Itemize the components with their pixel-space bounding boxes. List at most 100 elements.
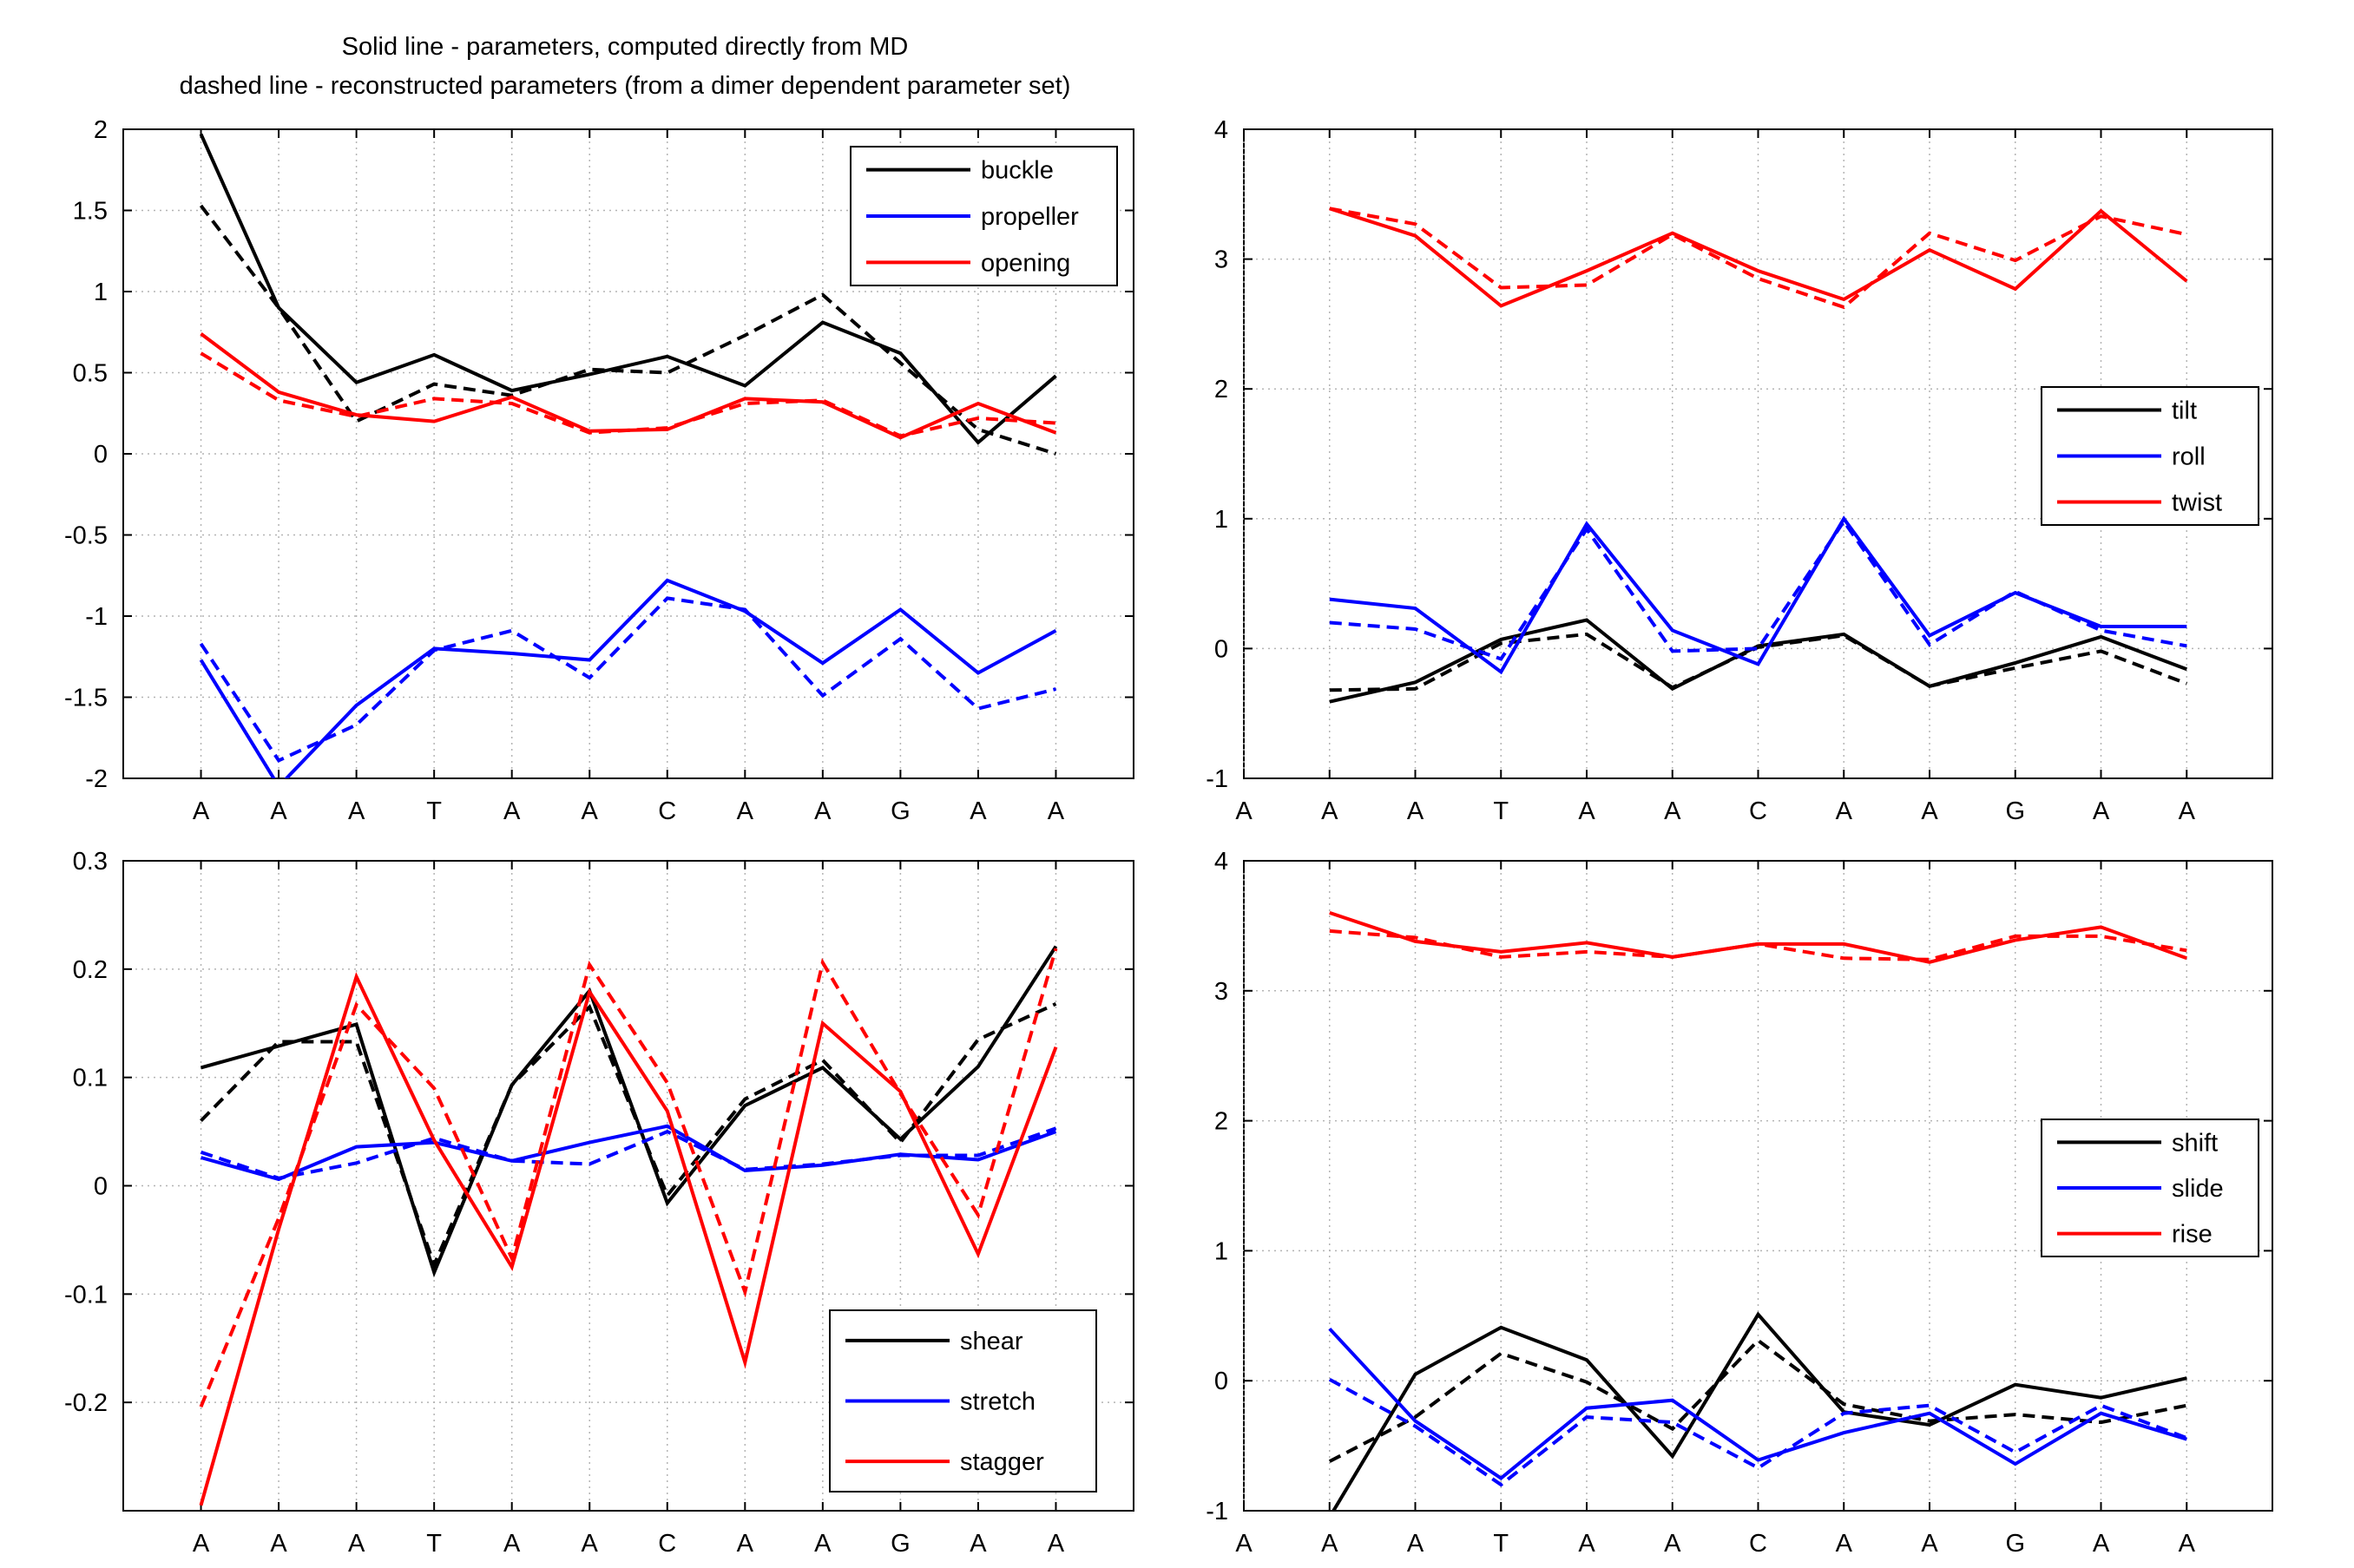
x-tick-label: A xyxy=(1578,1530,1595,1558)
y-tick-label: -1 xyxy=(1206,765,1228,793)
series-slide-dashed xyxy=(1328,1377,2188,1487)
series-rise-dashed xyxy=(1329,928,2187,961)
x-tick-label: G xyxy=(2005,797,2025,825)
y-tick-label: 1 xyxy=(1214,1237,1228,1265)
legend: shear stretch stagger xyxy=(829,1309,1097,1493)
x-tick-label: T xyxy=(426,1530,442,1558)
x-tick-label: A xyxy=(1321,1530,1338,1558)
legend-label-twist: twist xyxy=(2172,489,2222,517)
x-tick-label: A xyxy=(193,1530,210,1558)
x-tick-label: A xyxy=(348,797,365,825)
y-tick-label: -1.5 xyxy=(64,685,108,712)
y-tick-label: 0.2 xyxy=(73,956,108,984)
caption-line-2: dashed line - reconstructed parameters (… xyxy=(179,72,1071,100)
legend-label-stagger: stagger xyxy=(960,1448,1044,1476)
y-tick-label: 0.5 xyxy=(73,360,108,388)
x-tick-label: A xyxy=(2093,797,2110,825)
legend: tilt roll twist xyxy=(2041,386,2259,526)
series-stretch-dashed xyxy=(200,1126,1057,1180)
series-stagger-solid xyxy=(199,972,1058,1506)
chart-panel-bottom-right: A A A T A A C A A G A A -1 0 1 2 3 4 shift slide rise xyxy=(1206,848,2273,1558)
legend-label-roll: roll xyxy=(2172,443,2206,471)
y-tick-label: -0.5 xyxy=(64,522,108,550)
series-tilt-solid xyxy=(1329,618,2188,704)
x-tick-label: A xyxy=(1836,797,1853,825)
legend-label-stretch: stretch xyxy=(960,1388,1036,1416)
y-tick-label: -2 xyxy=(85,765,108,793)
x-tick-label: A xyxy=(1664,797,1681,825)
legend: shift slide rise xyxy=(2041,1119,2259,1257)
x-tick-label: A xyxy=(503,1530,521,1558)
x-tick-label: A xyxy=(582,1530,599,1558)
x-tick-label: A xyxy=(1048,1530,1065,1558)
y-tick-label: 0 xyxy=(94,441,108,469)
y-tick-label: 0 xyxy=(1214,1368,1228,1395)
series-shear-solid xyxy=(200,945,1058,1278)
y-tick-label: 4 xyxy=(1214,116,1228,144)
x-tick-label: A xyxy=(970,1530,987,1558)
x-tick-label: A xyxy=(270,797,287,825)
chart-panel-bottom-left: A A A T A A C A A G A A -0.2 -0.1 0 0.1 0.2 0.3 shear stret… xyxy=(64,848,1134,1558)
x-tick-label: C xyxy=(658,797,676,825)
x-tick-label: A xyxy=(2093,1530,2110,1558)
x-tick-label: G xyxy=(891,797,911,825)
x-tick-label: A xyxy=(2179,1530,2196,1558)
x-tick-label: A xyxy=(970,797,987,825)
chart-panel-top-left: A A A T A A C A A G A A -2 -1.5 -1 -0.5 0 0.5 1 1.5 2 buckle p… xyxy=(64,116,1134,825)
x-tick-label: A xyxy=(503,797,521,825)
legend-label-propeller: propeller xyxy=(981,203,1079,231)
series-shift-dashed xyxy=(1328,1338,2187,1463)
x-tick-label: A xyxy=(814,1530,832,1558)
x-tick-label: A xyxy=(1235,1530,1253,1558)
y-tick-label: 3 xyxy=(1214,246,1228,274)
series-stagger-dashed xyxy=(199,948,1058,1407)
x-tick-label: A xyxy=(814,797,832,825)
y-tick-label: 0.1 xyxy=(73,1065,108,1092)
y-tick-label: 2 xyxy=(1214,1108,1228,1136)
x-tick-label: A xyxy=(1235,797,1253,825)
y-tick-label: 2 xyxy=(94,116,108,144)
series-propeller-solid xyxy=(199,578,1057,778)
y-tick-label: 3 xyxy=(1214,978,1228,1006)
y-tick-label: 1 xyxy=(1214,506,1228,534)
x-tick-label: C xyxy=(1749,1530,1767,1558)
x-tick-label: A xyxy=(1578,797,1595,825)
series-slide-solid xyxy=(1328,1327,2187,1480)
legend-label-shift: shift xyxy=(2172,1129,2218,1157)
x-tick-label: A xyxy=(1664,1530,1681,1558)
y-tick-label: 1 xyxy=(94,279,108,306)
y-tick-label: 0 xyxy=(1214,635,1228,663)
y-tick-label: 0 xyxy=(94,1173,108,1201)
x-tick-label: A xyxy=(1048,797,1065,825)
x-tick-label: A xyxy=(270,1530,287,1558)
x-tick-label: A xyxy=(193,797,210,825)
x-tick-label: T xyxy=(426,797,442,825)
series-opening-solid xyxy=(200,332,1057,440)
y-tick-label: 0.3 xyxy=(73,848,108,876)
series-buckle-dashed xyxy=(199,204,1057,456)
x-tick-label: A xyxy=(348,1530,365,1558)
legend-label-opening: opening xyxy=(981,249,1070,277)
x-tick-label: A xyxy=(1321,797,1338,825)
legend-label-shear: shear xyxy=(960,1328,1023,1355)
legend-label-rise: rise xyxy=(2172,1221,2213,1249)
x-tick-label: A xyxy=(2179,797,2196,825)
x-tick-label: G xyxy=(2005,1530,2025,1558)
x-tick-label: A xyxy=(737,1530,754,1558)
x-tick-label: G xyxy=(891,1530,911,1558)
series-propeller-dashed xyxy=(199,596,1056,763)
x-tick-label: A xyxy=(1407,797,1424,825)
series-twist-solid xyxy=(1329,207,2188,308)
legend-label-buckle: buckle xyxy=(981,157,1054,185)
series-shift-solid xyxy=(1331,1311,2187,1511)
series-roll-solid xyxy=(1329,515,2187,675)
y-tick-label: 2 xyxy=(1214,376,1228,403)
x-tick-label: C xyxy=(658,1530,676,1558)
x-tick-label: A xyxy=(582,797,599,825)
series-stretch-solid xyxy=(200,1124,1057,1182)
series-twist-dashed xyxy=(1329,207,2187,310)
x-tick-label: A xyxy=(1407,1530,1424,1558)
y-tick-label: -1 xyxy=(1206,1498,1228,1525)
